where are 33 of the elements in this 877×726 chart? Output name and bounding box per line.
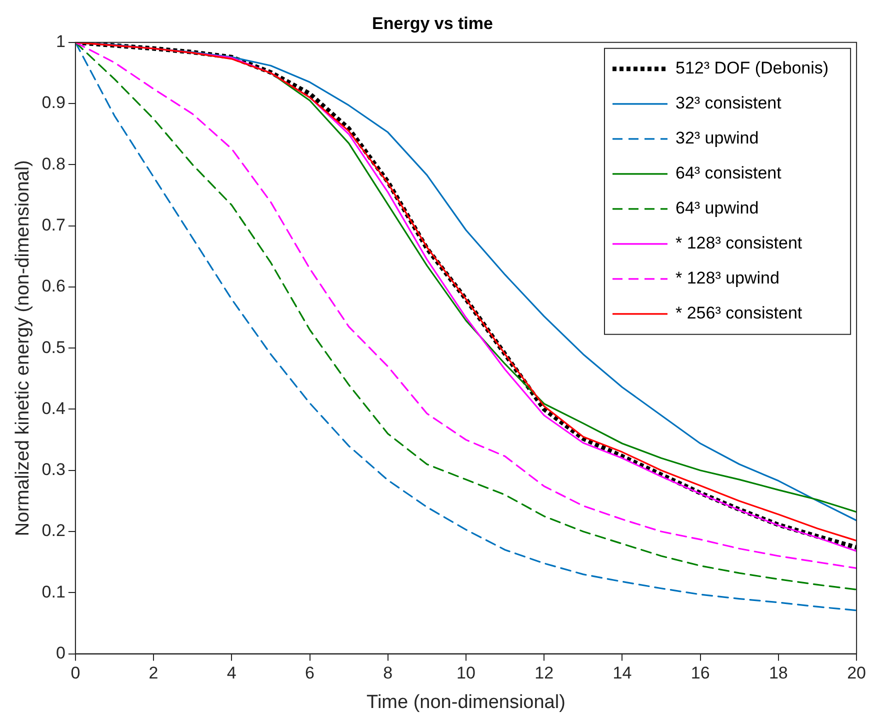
x-tick-label: 18 (768, 664, 788, 683)
legend-label: * 256³ consistent (675, 304, 802, 323)
y-tick-label: 0.5 (42, 338, 66, 357)
x-axis-title: Time (non-dimensional) (366, 692, 566, 713)
legend-label: 512³ DOF (Debonis) (675, 58, 829, 78)
y-tick-label: 0.9 (42, 93, 66, 112)
y-tick-label: 0.2 (42, 521, 66, 540)
chart-title: Energy vs time (372, 14, 493, 33)
x-tick-label: 2 (148, 664, 158, 683)
legend-label: * 128³ upwind (675, 268, 780, 288)
legend-label: 32³ upwind (675, 128, 759, 148)
y-tick-label: 0 (56, 643, 66, 662)
y-tick-label: 1 (56, 32, 66, 52)
y-tick-label: 0.1 (42, 582, 66, 602)
y-tick-label: 0.7 (42, 216, 66, 235)
x-tick-label: 0 (70, 664, 80, 683)
legend-label: * 128³ consistent (675, 234, 802, 253)
y-tick-label: 0.4 (42, 398, 66, 418)
y-tick-label: 0.3 (42, 460, 66, 480)
x-tick-label: 4 (226, 664, 236, 683)
legend-label: 64³ consistent (675, 164, 782, 183)
y-axis-title: Normalized kinetic energy (non-dimensional) (12, 160, 34, 536)
x-tick-label: 8 (383, 664, 393, 683)
y-tick-label: 0.8 (42, 154, 66, 174)
x-tick-label: 16 (690, 664, 710, 683)
x-tick-label: 10 (456, 664, 476, 683)
legend-label: 64³ upwind (675, 198, 759, 218)
x-tick-label: 6 (305, 664, 314, 683)
x-tick-label: 14 (612, 664, 632, 683)
x-tick-label: 20 (847, 664, 866, 683)
y-tick-label: 0.6 (42, 276, 66, 296)
legend-label: 32³ consistent (675, 94, 782, 113)
x-tick-label: 12 (534, 664, 554, 683)
